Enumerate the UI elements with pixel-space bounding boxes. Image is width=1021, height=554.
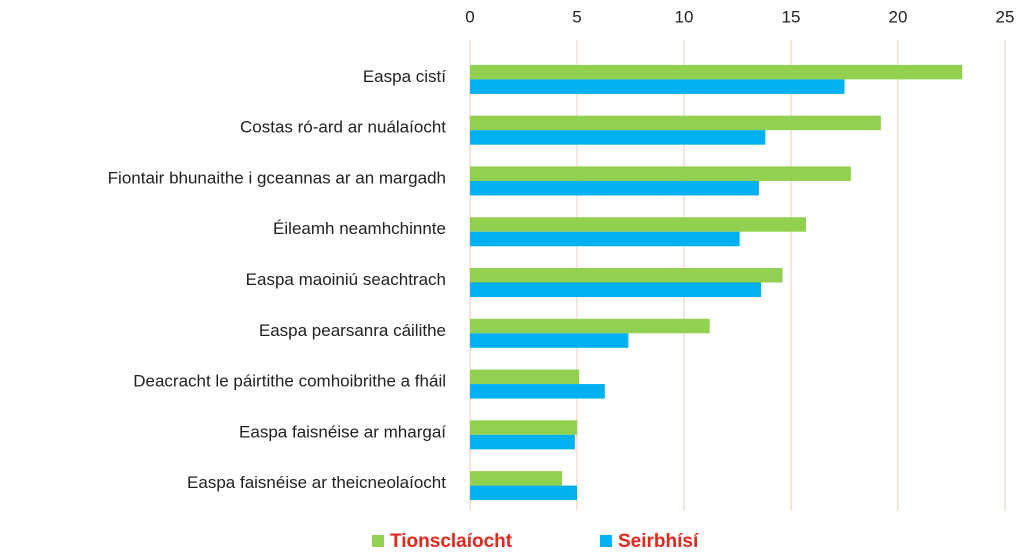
bar xyxy=(470,333,629,348)
y-tick-label: Easpa pearsanra cáilithe xyxy=(259,321,446,340)
y-tick-label: Fiontair bhunaithe i gceannas ar an marg… xyxy=(108,168,446,187)
bar xyxy=(470,434,575,450)
legend-swatch xyxy=(372,535,384,547)
y-tick-label: Easpa faisnéise ar mhargaí xyxy=(239,422,446,441)
bar xyxy=(470,115,881,131)
bar xyxy=(470,420,577,435)
y-tick-label: Costas ró-ard ar nuálaíocht xyxy=(240,118,446,137)
x-tick-label: 10 xyxy=(675,7,694,26)
bar xyxy=(470,64,963,80)
x-tick-label: 15 xyxy=(782,7,801,26)
bar xyxy=(470,282,762,297)
y-tick-label: Easpa maoiniú seachtrach xyxy=(246,270,446,289)
bar xyxy=(470,231,740,247)
x-tick-label: 0 xyxy=(465,7,474,26)
y-tick-label: Easpa faisnéise ar theicneolaíocht xyxy=(187,473,446,492)
y-tick-label: Deacracht le páirtithe comhoibrithe a fh… xyxy=(133,372,446,391)
bar xyxy=(470,471,563,486)
bar xyxy=(470,130,766,145)
legend-label: Seirbhísí xyxy=(618,531,699,552)
bar xyxy=(470,485,577,501)
x-tick-label: 20 xyxy=(889,7,908,26)
bar xyxy=(470,384,605,399)
bar xyxy=(470,369,580,385)
bar xyxy=(470,268,783,283)
legend-label: Tionsclaíocht xyxy=(390,531,513,552)
x-tick-label: 25 xyxy=(996,7,1015,26)
y-tick-label: Éileamh neamhchinnte xyxy=(273,219,446,238)
y-tick-label: Easpa cistí xyxy=(363,67,446,86)
bar xyxy=(470,180,759,196)
bar xyxy=(470,79,845,94)
x-tick-label: 5 xyxy=(572,7,581,26)
bar xyxy=(470,318,710,334)
legend-swatch xyxy=(600,535,612,547)
bar xyxy=(470,217,806,232)
bar xyxy=(470,166,851,181)
